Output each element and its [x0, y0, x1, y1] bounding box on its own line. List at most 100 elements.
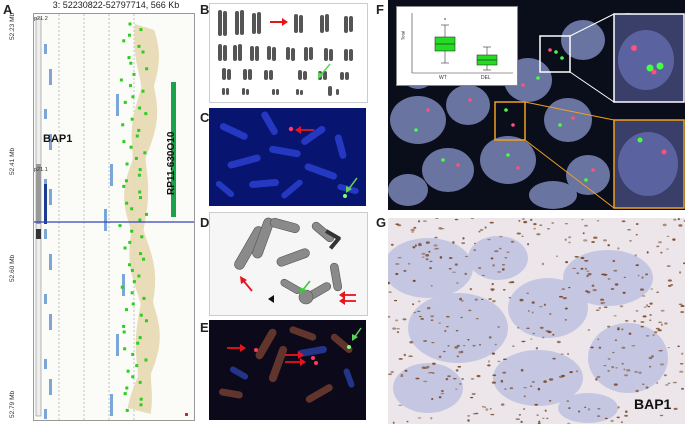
- stained-nucleus: [620, 421, 623, 424]
- gene-bar-17: [110, 394, 113, 416]
- stained-nucleus: [625, 410, 628, 413]
- stained-nucleus: [616, 416, 620, 419]
- stained-nucleus: [423, 340, 428, 342]
- panel-letter-e: E: [200, 320, 209, 335]
- stained-nucleus: [425, 258, 429, 261]
- marker-30: [138, 190, 142, 194]
- stained-nucleus: [598, 307, 602, 309]
- stained-nucleus: [590, 346, 594, 349]
- stained-nucleus: [646, 304, 649, 307]
- stained-nucleus: [438, 355, 442, 358]
- marker-52: [139, 313, 143, 317]
- stained-nucleus: [491, 282, 494, 286]
- stained-nucleus: [388, 291, 392, 293]
- stained-nucleus: [584, 259, 589, 262]
- stained-nucleus: [678, 303, 683, 305]
- stained-nucleus: [484, 226, 487, 229]
- marker-58: [123, 347, 127, 351]
- nucleus-8: [388, 174, 428, 206]
- stained-nucleus: [407, 262, 411, 265]
- stained-nucleus: [619, 305, 624, 308]
- panel-a-plot-area: [33, 13, 195, 421]
- marker-49: [142, 296, 146, 300]
- stained-nucleus: [520, 420, 523, 423]
- stained-nucleus: [454, 218, 459, 221]
- stained-nucleus: [539, 224, 543, 226]
- stained-nucleus: [388, 281, 390, 285]
- stained-nucleus: [519, 298, 524, 302]
- stained-nucleus: [583, 239, 588, 242]
- stained-nucleus: [600, 302, 604, 304]
- stained-nucleus: [523, 395, 526, 398]
- panel-f-interphase-fish: Total WT DEL: [388, 0, 685, 210]
- stained-nucleus: [648, 356, 653, 360]
- stained-nucleus: [604, 417, 608, 420]
- stained-nucleus: [470, 378, 475, 380]
- stained-nucleus: [584, 267, 588, 270]
- stained-nucleus: [418, 242, 422, 245]
- stained-nucleus: [441, 389, 444, 393]
- stained-nucleus: [430, 372, 433, 374]
- stained-nucleus: [494, 250, 499, 253]
- stained-nucleus: [678, 224, 683, 227]
- marker-20: [135, 134, 139, 138]
- stained-nucleus: [634, 254, 637, 257]
- stained-nucleus: [617, 327, 620, 329]
- nucleus-7: [566, 155, 610, 195]
- stained-nucleus: [423, 220, 427, 222]
- stained-nucleus: [398, 358, 403, 360]
- stained-nucleus: [617, 247, 620, 250]
- stained-nucleus: [463, 345, 466, 347]
- marker-46: [132, 280, 136, 284]
- stained-nucleus: [447, 345, 450, 347]
- stained-nucleus: [560, 353, 564, 355]
- boxplot-xlabel-wt: WT: [439, 75, 447, 81]
- boxplot-inset: Total WT DEL: [396, 6, 518, 86]
- marker-1: [139, 28, 143, 32]
- stained-nucleus: [552, 357, 556, 360]
- stained-nucleus: [621, 362, 624, 365]
- stained-nucleus: [612, 259, 616, 263]
- stained-nucleus: [534, 403, 538, 406]
- stained-nucleus: [543, 380, 547, 383]
- copy-number-band: [124, 24, 160, 414]
- marker-69: [125, 408, 129, 412]
- fish-signal-14: [548, 48, 552, 52]
- stained-nucleus: [457, 365, 462, 368]
- stained-nucleus: [591, 284, 595, 287]
- marker-56: [138, 336, 142, 340]
- stained-nucleus: [564, 238, 567, 241]
- tissue-region-6: [493, 350, 583, 406]
- gene-bar-15: [44, 359, 47, 369]
- stained-nucleus: [434, 236, 438, 239]
- gene-bar-11: [122, 274, 125, 296]
- fish-signal-4: [521, 83, 525, 87]
- stained-nucleus: [530, 338, 533, 340]
- stained-nucleus: [631, 345, 636, 347]
- panel-letter-f: F: [376, 2, 384, 17]
- stained-nucleus: [490, 288, 495, 291]
- stained-nucleus: [581, 218, 584, 221]
- stained-nucleus: [680, 305, 685, 307]
- stained-nucleus: [446, 315, 450, 318]
- fish-signal-16: [511, 123, 515, 127]
- stained-nucleus: [429, 260, 433, 263]
- green-arrow-b: [318, 63, 331, 79]
- zoom-inset-white: [613, 13, 685, 103]
- gene-bar-14: [116, 334, 119, 356]
- stained-nucleus: [420, 317, 424, 320]
- stained-nucleus: [403, 269, 407, 272]
- stained-nucleus: [490, 413, 495, 416]
- stained-nucleus: [621, 328, 624, 331]
- fish-signal-2: [468, 98, 472, 102]
- stained-nucleus: [431, 398, 434, 400]
- stained-nucleus: [468, 309, 472, 312]
- stained-nucleus: [578, 410, 581, 413]
- gene-bar-18: [44, 409, 47, 419]
- band-label-p21-1: p21.1: [34, 167, 48, 173]
- marker-12: [141, 89, 145, 93]
- mb-label-4: 52.79 Mb: [9, 390, 16, 418]
- stained-nucleus: [542, 336, 545, 339]
- fish-signal-1: [414, 128, 418, 132]
- stained-nucleus: [515, 418, 520, 420]
